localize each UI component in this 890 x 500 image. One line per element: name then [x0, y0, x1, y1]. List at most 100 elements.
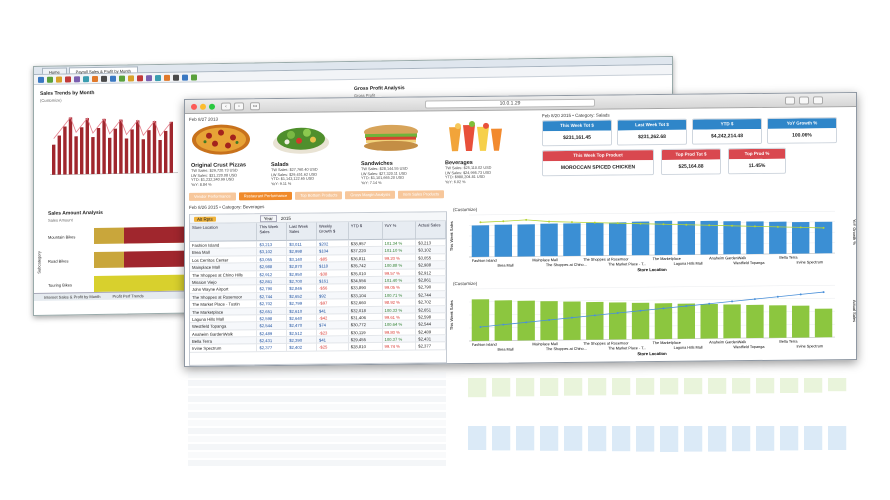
kpi-card[interactable]: YTD $ $4,242,214.48	[692, 117, 762, 145]
tab-item-sales[interactable]: Item Sales Products	[398, 190, 444, 199]
kpi-card[interactable]: Last Week Tot $ $231,262.68	[617, 118, 687, 146]
toolbar-tool-icon[interactable]	[92, 75, 98, 82]
reflection-row	[188, 436, 446, 442]
alt-reports-button[interactable]: Alt Rpts	[194, 216, 216, 222]
table-cell: The Shoppes at Rosemoor	[190, 292, 258, 301]
forward-arrow-icon[interactable]: ›	[234, 101, 244, 110]
chart-bar	[700, 220, 718, 255]
reflection-bar	[660, 378, 679, 395]
table-cell: $38,957	[348, 239, 383, 247]
toolbar-tool-icon[interactable]	[83, 75, 89, 82]
maximize-window-dot[interactable]	[209, 103, 215, 110]
toolbar-tool-icon[interactable]	[110, 75, 116, 82]
toolbar-tool-icon[interactable]	[38, 76, 44, 83]
toolbar-tool-icon[interactable]	[137, 74, 143, 81]
grid-filter-text[interactable]: Feb 8/26 2015 • Category: Beverages	[189, 204, 265, 210]
table-cell: $41	[317, 306, 349, 314]
grid-column-header[interactable]: Store Location	[190, 223, 258, 241]
trend-bar	[130, 129, 134, 174]
toolbar-tool-icon[interactable]	[101, 75, 107, 82]
reflection-bar	[564, 378, 583, 396]
grid-column-header[interactable]: This Week Sales	[257, 222, 288, 241]
food-line: YoY: 9.11 %	[271, 181, 292, 186]
close-window-dot[interactable]	[191, 103, 197, 110]
tabs-icon[interactable]	[799, 96, 809, 105]
bottom-tab-profit[interactable]: Profit Perf Trends	[112, 293, 144, 299]
grid-column-header[interactable]: YoY %	[382, 221, 417, 239]
kpi-card[interactable]: YoY Growth % 100.06%	[767, 117, 837, 144]
food-card-beverages[interactable]: Beverages TW Sales: $25,110.02 USD LW Sa…	[445, 120, 515, 185]
food-card-pizza[interactable]: Original Crust Pizzas TW Sales: $29,720.…	[191, 123, 261, 187]
tab-vendor-performance[interactable]: Vendor Performance	[189, 192, 236, 201]
x-tick-label: Irvine Spectrum	[796, 344, 823, 348]
tab-gross-margin[interactable]: Gross Margin Analysis	[345, 190, 396, 200]
grid-column-header[interactable]: Actual Sales	[416, 221, 447, 239]
chart-series-line	[480, 291, 824, 328]
trend-bar	[80, 127, 84, 175]
x-tick-label: Westfield Topanga	[733, 345, 765, 349]
table-cell: $2,390	[287, 336, 317, 344]
tab-restaurant-performance[interactable]: Restaurant Performance	[238, 191, 293, 201]
food-card-sandwiches[interactable]: Sandwiches TW Sales: $28,144.55 USD LW S…	[361, 121, 431, 185]
table-cell: 99.61 %	[382, 313, 417, 321]
kpi-card[interactable]: This Week Top Product MOROCCAN SPICED CHI…	[542, 149, 654, 177]
sales-trends-chart	[50, 116, 178, 175]
toolbar-tool-icon[interactable]	[65, 75, 71, 82]
grid-column-header[interactable]: Last Week Sales	[287, 222, 317, 240]
chart-bar	[563, 301, 581, 341]
chart-bar	[608, 222, 627, 256]
reflection-bar	[780, 426, 799, 451]
new-tab-icon[interactable]	[813, 96, 823, 105]
reflection-bar	[492, 426, 511, 451]
table-cell: Bella Terra	[190, 337, 258, 345]
chart-bar	[471, 299, 490, 341]
back-arrow-icon[interactable]: ‹	[221, 102, 231, 111]
food-filter-text[interactable]: Feb 8/27 2013	[189, 116, 219, 122]
kpi-filter-text[interactable]: Feb 8/20 2015 • Category: Salads	[542, 112, 610, 119]
toolbar-tool-icon[interactable]	[119, 75, 125, 82]
x-tick-label: Brea Mall	[497, 348, 513, 352]
back-tab-home[interactable]: Home	[42, 67, 67, 75]
x-tick-label: Bella Terra	[779, 340, 798, 344]
food-card-salads[interactable]: Salads TW Sales: $27,760.40 USD LW Sales…	[271, 122, 341, 186]
kpi-card[interactable]: This Week Tot $ $231,161.45	[542, 119, 612, 147]
table-cell: $2,988	[257, 263, 288, 270]
share-icon[interactable]	[785, 96, 795, 105]
table-cell: $2,489	[416, 327, 447, 335]
table-row[interactable]: Irvine Spectrum $2,377 $2,402 -$25 $28,810 99…	[190, 342, 447, 353]
toolbar-tool-icon[interactable]	[164, 74, 170, 81]
reflection-bar	[804, 378, 823, 393]
year-selector[interactable]: Year	[259, 214, 277, 222]
kpi-card[interactable]: Top Prod % 11.45%	[728, 147, 786, 175]
chart-bar	[769, 221, 787, 254]
bottom-tab-internet[interactable]: Internet Sales & Profit by Month	[44, 293, 101, 300]
x-tick-label: The Market Place - T...	[608, 262, 646, 266]
reflection-bar	[780, 378, 799, 393]
minimize-window-dot[interactable]	[200, 103, 206, 110]
kpi-value: $231,262.68	[618, 129, 686, 145]
grid-column-header[interactable]: Weekly Growth $	[317, 222, 349, 240]
toolbar-tool-icon[interactable]	[47, 76, 53, 83]
sidebar-icon[interactable]: ▭	[250, 101, 260, 110]
tab-top-bottom-products[interactable]: Top Bottom Products	[295, 191, 343, 200]
toolbar-tool-icon[interactable]	[173, 74, 179, 81]
toolbar-tool-icon[interactable]	[128, 74, 134, 82]
table-cell: $2,861	[416, 276, 447, 283]
grid-column-header[interactable]: YTD $	[348, 221, 383, 240]
toolbar-tool-icon[interactable]	[74, 75, 80, 82]
kpi-card[interactable]: Top Prod Tot $ $25,164.88	[661, 148, 721, 176]
reflection-bar	[516, 426, 535, 451]
kpi-value: MOROCCAN SPICED CHICKEN	[543, 160, 653, 176]
table-cell: $2,861	[257, 277, 288, 285]
back-tab-payroll[interactable]: Payroll Sales & Profit by Month	[68, 66, 138, 74]
store-sales-grid: Alt Rpts Year 2015 Store Location This We…	[189, 211, 447, 366]
toolbar-tool-icon[interactable]	[182, 74, 188, 81]
chart-bar	[608, 302, 627, 340]
toolbar-tool-icon[interactable]	[191, 73, 197, 81]
toolbar-tool-icon[interactable]	[155, 74, 161, 81]
toolbar-tool-icon[interactable]	[56, 76, 62, 83]
table-cell: $41	[317, 336, 349, 344]
toolbar-tool-icon[interactable]	[146, 74, 152, 81]
reflection-bar	[684, 426, 703, 452]
url-bar[interactable]: 10.0.1.29	[425, 98, 595, 109]
